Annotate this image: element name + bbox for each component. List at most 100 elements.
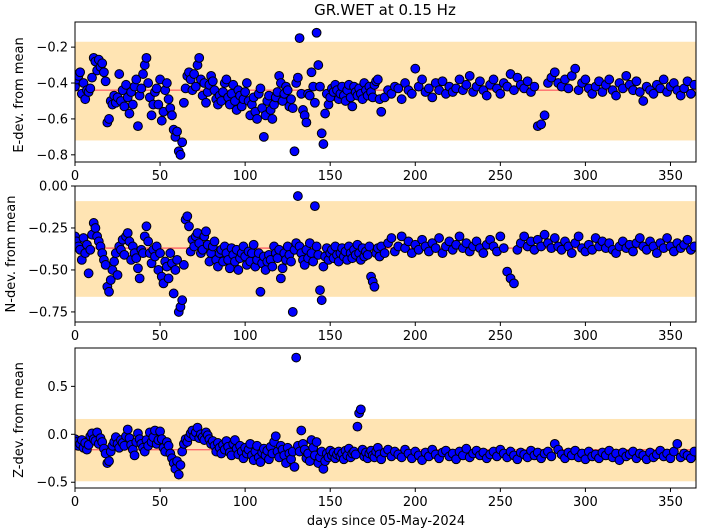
n-data-point	[308, 256, 319, 267]
e-ylabel: E-dev. from mean	[12, 37, 27, 152]
e-data-point	[97, 58, 108, 69]
z-axes-frame	[74, 347, 697, 489]
n-data-point	[134, 273, 145, 284]
e-data-point	[141, 53, 152, 63]
e-data-point	[376, 106, 387, 117]
e-data-point	[315, 81, 325, 92]
z-data-point	[352, 421, 363, 432]
n-data-point	[682, 234, 693, 245]
e-xtick-label: 0	[71, 169, 79, 184]
z-data-point	[672, 438, 683, 449]
n-ytick-label: −0.50	[28, 263, 68, 278]
e-data-point	[177, 137, 188, 148]
n-xtick-label: 0	[71, 329, 79, 344]
e-data-point	[75, 67, 85, 78]
n-data-point	[109, 256, 120, 267]
z-panel: Z-dev. from mean 0 50 100 150 200 250 300 350 −0…	[12, 347, 697, 510]
e-data-point	[153, 99, 164, 110]
e-data-point	[241, 78, 252, 88]
z-ytick-label: −0.5	[36, 476, 68, 491]
n-data-point	[396, 231, 407, 242]
z-plot-area	[75, 352, 696, 482]
e-data-point	[301, 117, 312, 128]
e-data-point	[580, 74, 591, 85]
e-data-point	[549, 67, 560, 78]
n-data-point	[100, 260, 111, 270]
e-data-point	[286, 94, 296, 105]
e-data-point	[570, 63, 581, 74]
e-data-point	[240, 87, 251, 97]
e-data-point	[393, 83, 404, 94]
e-data-point	[686, 88, 696, 99]
e-xtick-label: 150	[318, 169, 343, 184]
e-data-point	[287, 103, 298, 114]
n-ytick-label: −0.75	[28, 305, 68, 320]
n-data-point	[201, 226, 211, 237]
n-xtick-label: 250	[488, 329, 513, 344]
e-data-point	[522, 76, 533, 87]
n-data-point	[566, 248, 577, 259]
e-data-point	[648, 88, 659, 99]
e-data-point	[529, 81, 540, 92]
z-xtick-label: 350	[658, 495, 683, 510]
z-data-point	[255, 457, 266, 468]
n-panel: N-dev. from mean 0 50 100 150 200 250 300 350 −0…	[4, 180, 697, 344]
e-data-point	[423, 83, 434, 94]
z-ylabel: Z-dev. from mean	[12, 362, 27, 478]
n-data-point	[155, 248, 165, 259]
e-data-point	[75, 81, 80, 92]
e-data-point	[190, 81, 201, 92]
e-data-point	[221, 74, 232, 85]
n-data-point	[651, 248, 662, 259]
n-xtick-label: 100	[233, 329, 258, 344]
e-data-point	[318, 139, 329, 149]
e-data-point	[634, 87, 645, 97]
n-data-point	[178, 260, 189, 270]
e-data-point	[481, 90, 492, 101]
e-data-point	[161, 78, 172, 88]
z-xtick-label: 250	[488, 495, 513, 510]
e-data-point	[146, 110, 157, 121]
e-data-point	[252, 114, 262, 124]
n-data-point	[434, 233, 444, 243]
z-xtick-label: 200	[403, 495, 428, 510]
z-data-point	[291, 352, 302, 363]
z-data-point	[129, 450, 140, 461]
n-data-point	[119, 249, 130, 260]
n-ytick-label: −0.25	[28, 221, 68, 236]
z-data-point	[461, 443, 472, 454]
n-data-point	[248, 239, 259, 250]
e-data-point	[437, 76, 448, 87]
e-data-point	[163, 94, 174, 105]
e-data-point	[427, 92, 438, 103]
n-data-point	[315, 285, 325, 296]
n-data-point	[163, 273, 174, 284]
n-data-point	[105, 275, 116, 285]
e-data-point	[488, 74, 499, 85]
e-data-point	[631, 76, 642, 87]
n-data-point	[275, 273, 286, 284]
n-data-point	[165, 248, 176, 259]
e-data-point	[138, 69, 148, 79]
n-xtick-label: 350	[658, 329, 683, 344]
n-data-point	[277, 263, 288, 274]
e-data-point	[194, 53, 205, 63]
e-data-point	[143, 78, 154, 88]
e-data-point	[347, 101, 358, 112]
n-data-point	[318, 261, 329, 272]
e-data-point	[658, 74, 669, 85]
e-data-point	[133, 121, 143, 131]
e-data-point	[178, 97, 189, 108]
e-data-point	[306, 67, 317, 78]
n-data-point	[478, 248, 489, 259]
n-data-point	[311, 241, 322, 252]
n-data-point	[495, 231, 506, 242]
n-data-point	[209, 236, 220, 247]
e-data-point	[292, 72, 303, 83]
z-data-point	[104, 456, 114, 467]
e-data-point	[320, 108, 331, 119]
e-data-point	[461, 79, 472, 90]
n-data-point	[104, 286, 114, 297]
n-data-point	[386, 233, 397, 243]
